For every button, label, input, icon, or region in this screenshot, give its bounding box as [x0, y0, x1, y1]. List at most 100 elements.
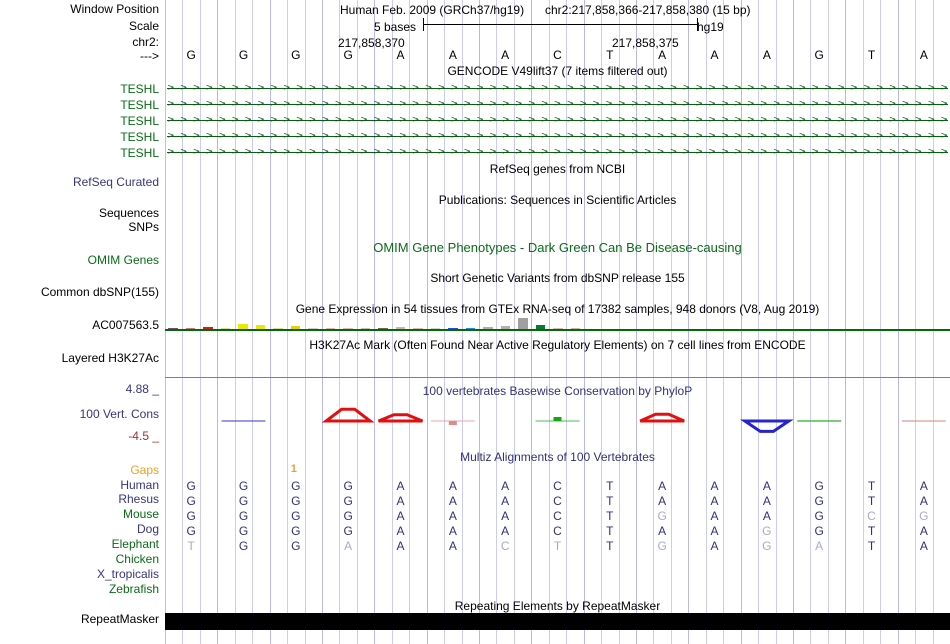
alignment-base: A — [762, 494, 771, 508]
label-scale: Scale — [128, 19, 159, 33]
label-snps[interactable]: SNPs — [128, 220, 159, 234]
alignment-base: T — [867, 494, 876, 508]
species-label-x-tropicalis[interactable]: X_tropicalis — [96, 567, 159, 581]
alignment-base: T — [867, 524, 876, 538]
species-label-zebrafish[interactable]: Zebrafish — [108, 582, 159, 596]
alignment-base: A — [919, 494, 928, 508]
alignment-base: T — [867, 479, 876, 493]
scale-bar — [423, 17, 698, 33]
omim-track-title: OMIM Gene Phenotypes - Dark Green Can Be… — [373, 240, 742, 255]
alignment-base: A — [448, 509, 457, 523]
cons-axis-max: 4.88 _ — [125, 382, 159, 396]
conservation-bar — [739, 419, 794, 433]
species-label-dog[interactable]: Dog — [136, 522, 159, 536]
alignment-base: A — [501, 524, 510, 538]
alignment-base: A — [501, 509, 510, 523]
label-window-position: Window Position — [70, 2, 159, 16]
phylop-conservation-svg — [221, 407, 946, 433]
alignment-base: C — [553, 494, 562, 508]
gene-label-1[interactable]: TESHL — [120, 82, 159, 96]
alignment-base: C — [553, 479, 562, 493]
alignment-base: C — [553, 524, 562, 538]
species-label-rhesus[interactable]: Rhesus — [118, 492, 159, 506]
h3k27ac-baseline — [165, 377, 950, 378]
alignment-base: G — [762, 524, 772, 538]
gencode-track-title: GENCODE V49lift37 (7 items filtered out) — [447, 64, 668, 78]
gene-row-1[interactable]: >>>>>>>>>>>>>>>>>>>>>>>>>>>>>>>>>>>>>>>>… — [167, 83, 948, 94]
gtex-tissue-bar — [203, 327, 213, 330]
alignment-base: G — [238, 494, 249, 508]
gtex-tissue-bar — [500, 326, 511, 330]
label-strand-arrow: ---> — [140, 49, 159, 63]
label-layered-h3k27ac[interactable]: Layered H3K27Ac — [61, 351, 159, 365]
gap-marker[interactable]: 1 — [290, 463, 297, 475]
alignment-base: T — [606, 524, 614, 538]
alignment-base: T — [606, 479, 614, 493]
repeatmasker-track-title: Repeating Elements by RepeatMasker — [454, 599, 661, 613]
base-letter: A — [501, 48, 510, 62]
alignment-base: A — [658, 494, 667, 508]
alignment-base: C — [500, 539, 510, 553]
gene-row-2[interactable]: >>>>>>>>>>>>>>>>>>>>>>>>>>>>>>>>>>>>>>>>… — [167, 99, 948, 110]
repeatmasker-band[interactable] — [165, 613, 950, 630]
gtex-expression-bars[interactable] — [167, 316, 587, 330]
alignment-base: A — [762, 509, 771, 523]
alignment-base: T — [606, 509, 614, 523]
base-letter: A — [448, 48, 457, 62]
alignment-base: C — [867, 509, 876, 523]
alignment-base: A — [710, 539, 719, 553]
alignment-base: A — [448, 539, 457, 553]
label-sequences[interactable]: Sequences — [98, 206, 159, 220]
species-label-mouse[interactable]: Mouse — [122, 507, 159, 521]
alignment-base: G — [291, 509, 301, 523]
label-common-dbsnp[interactable]: Common dbSNP(155) — [40, 285, 159, 299]
base-letter: G — [291, 48, 301, 62]
alignment-base: G — [238, 539, 249, 553]
conservation-bar — [639, 412, 685, 423]
gene-label-3[interactable]: TESHL — [120, 114, 159, 128]
alignment-base: A — [710, 509, 719, 523]
label-refseq-curated[interactable]: RefSeq Curated — [72, 175, 159, 189]
alignment-base: G — [814, 524, 824, 538]
gene-label-4[interactable]: TESHL — [120, 130, 159, 144]
gene-label-5[interactable]: TESHL — [120, 146, 159, 160]
alignment-base: A — [710, 494, 719, 508]
alignment-base: G — [291, 479, 301, 493]
label-omim-genes[interactable]: OMIM Genes — [87, 253, 159, 267]
label-gtex-gene[interactable]: AC007563.5 — [92, 318, 159, 332]
alignment-base: A — [919, 539, 928, 553]
label-gaps[interactable]: Gaps — [130, 463, 159, 477]
alignment-base: A — [658, 479, 667, 493]
alignment-base: A — [815, 539, 824, 553]
species-label-elephant[interactable]: Elephant — [111, 537, 159, 551]
gene-row-4[interactable]: >>>>>>>>>>>>>>>>>>>>>>>>>>>>>>>>>>>>>>>>… — [167, 131, 948, 142]
gene-row-3[interactable]: >>>>>>>>>>>>>>>>>>>>>>>>>>>>>>>>>>>>>>>>… — [167, 115, 948, 126]
base-letter: C — [553, 48, 562, 62]
gene-label-2[interactable]: TESHL — [120, 98, 159, 112]
alignment-base: T — [606, 494, 614, 508]
gtex-tissue-bar — [518, 318, 528, 330]
label-100-vert-cons[interactable]: 100 Vert. Cons — [79, 407, 159, 421]
dbsnp-track-title: Short Genetic Variants from dbSNP releas… — [430, 271, 685, 285]
gtex-gene-line[interactable] — [165, 329, 950, 331]
alignment-base: A — [919, 479, 928, 493]
gene-row-5[interactable]: >>>>>>>>>>>>>>>>>>>>>>>>>>>>>>>>>>>>>>>>… — [167, 147, 948, 158]
alignment-base: G — [814, 479, 824, 493]
conservation-bar — [321, 407, 375, 423]
publications-track-title: Publications: Sequences in Scientific Ar… — [438, 193, 677, 207]
alignment-base: G — [291, 539, 301, 553]
ruler-tick-right: 217,858,375 — [612, 36, 679, 50]
refseq-track-title: RefSeq genes from NCBI — [489, 162, 626, 176]
conservation-bar — [430, 420, 475, 425]
gtex-tissue-bar — [483, 327, 493, 330]
base-letter: T — [867, 48, 876, 62]
phylop-conservation-plot[interactable] — [165, 395, 950, 437]
species-label-chicken[interactable]: Chicken — [115, 552, 159, 566]
track-label-column: Window Position Scale chr2: ---> TESHL T… — [0, 0, 165, 644]
alignment-base: A — [448, 479, 457, 493]
alignment-row-x-tropicalis — [165, 569, 950, 582]
label-repeatmasker[interactable]: RepeatMasker — [80, 612, 159, 626]
species-label-human[interactable]: Human — [120, 478, 159, 492]
